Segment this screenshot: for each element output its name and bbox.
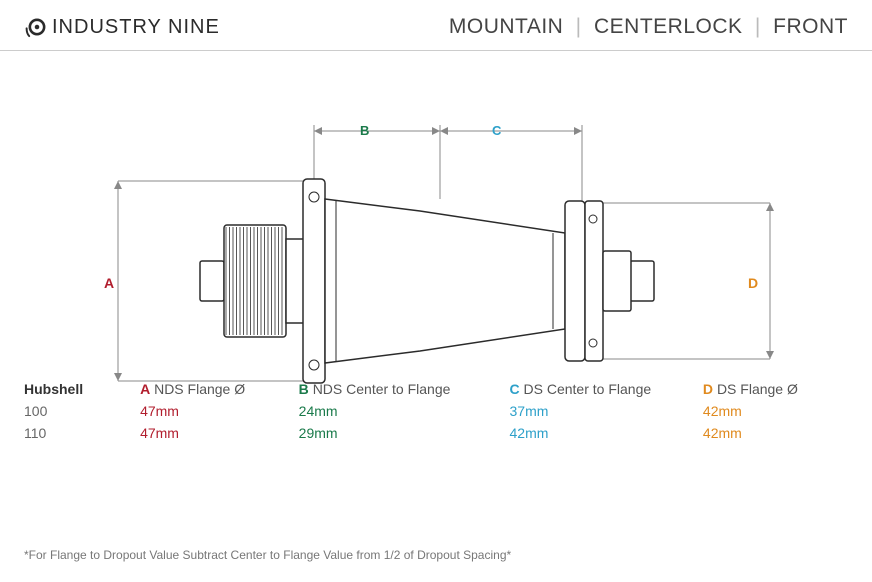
crumb-centerlock: CENTERLOCK (594, 15, 743, 38)
brand-name: INDUSTRY NINE (52, 16, 220, 39)
dim-label-a: A (104, 275, 114, 291)
logo-icon (24, 14, 50, 40)
header: INDUSTRY NINE MOUNTAIN | CENTERLOCK | FR… (0, 0, 872, 51)
cell: 47mm (140, 403, 299, 419)
dim-label-d: D (748, 275, 758, 291)
cell: 47mm (140, 425, 299, 441)
cell: 29mm (299, 425, 510, 441)
cell: 42mm (703, 403, 848, 419)
cell: 42mm (510, 425, 703, 441)
dim-label-b: B (360, 123, 369, 138)
brand-logo: INDUSTRY NINE (24, 14, 220, 40)
cell: 42mm (703, 425, 848, 441)
cell: 37mm (510, 403, 703, 419)
hub-diagram: A B C D (0, 51, 872, 371)
cell: 24mm (299, 403, 510, 419)
footnote: *For Flange to Dropout Value Subtract Ce… (24, 548, 511, 562)
crumb-front: FRONT (773, 15, 848, 38)
cell: 100 (24, 403, 140, 419)
breadcrumb: MOUNTAIN | CENTERLOCK | FRONT (449, 15, 848, 39)
cell: 110 (24, 425, 140, 441)
dim-label-c: C (492, 123, 501, 138)
crumb-mountain: MOUNTAIN (449, 15, 563, 38)
crumb-sep: | (755, 15, 761, 38)
crumb-sep: | (576, 15, 582, 38)
